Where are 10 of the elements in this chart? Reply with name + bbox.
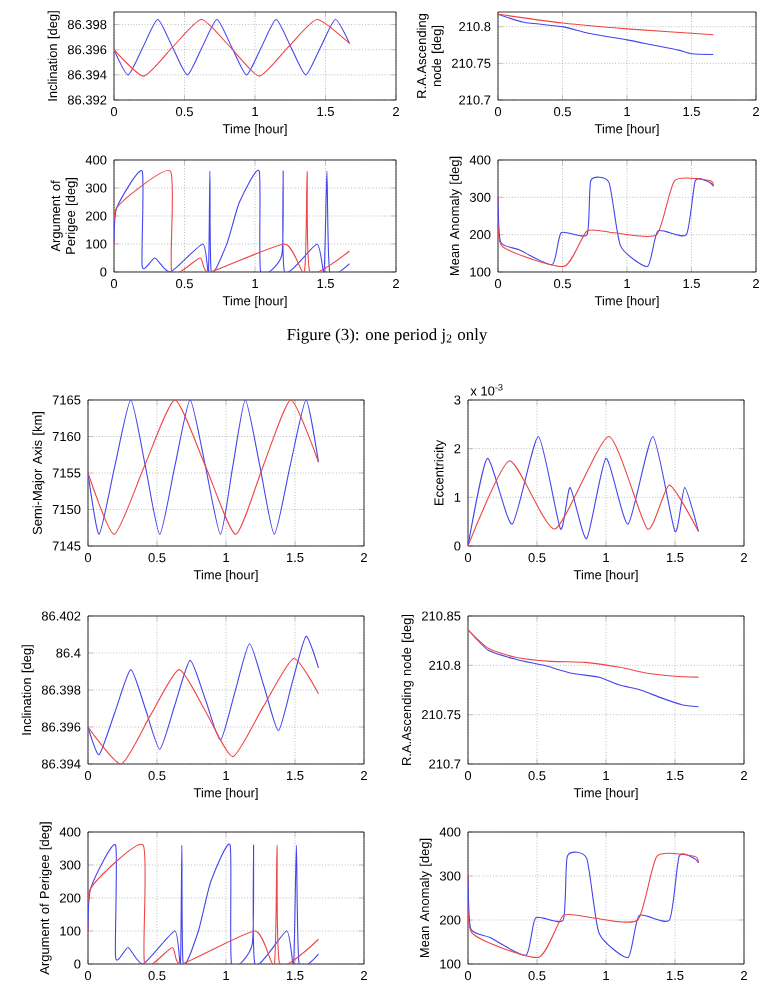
line-series (468, 629, 700, 708)
line-series (88, 635, 320, 756)
line-series (88, 658, 320, 764)
text: Figure (3): one period j$_{2}$ only (287, 328, 488, 344)
line-series (468, 435, 700, 546)
line-series (498, 13, 714, 56)
line-series (498, 13, 714, 36)
line-series (88, 399, 320, 535)
line-series (88, 844, 320, 964)
line-series (468, 629, 700, 678)
